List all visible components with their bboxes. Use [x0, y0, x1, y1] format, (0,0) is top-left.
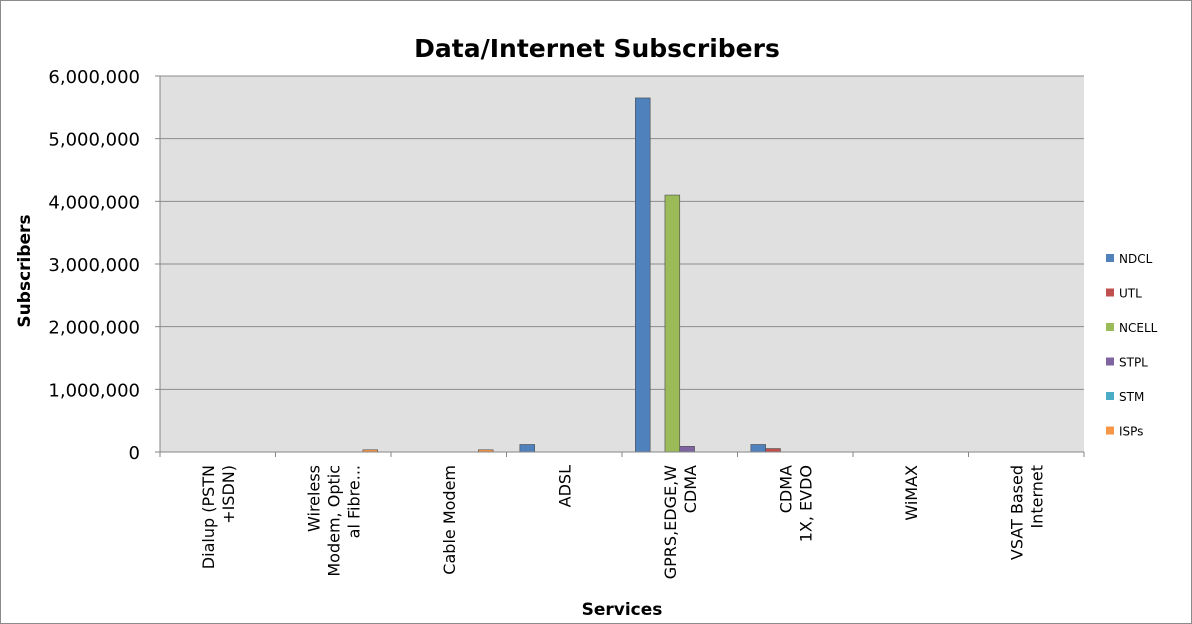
category-label-line: Modem, Optic [324, 465, 343, 577]
category-label-line: Cable Modem [440, 465, 459, 575]
category-label-line: Dialup (PSTN [199, 465, 218, 569]
bar-ndcl-5 [750, 444, 766, 453]
category-label-line: Wireless [304, 465, 323, 532]
bar-ndcl-3 [519, 444, 535, 453]
legend-label-ncell: NCELL [1119, 321, 1158, 335]
bar-stpl-4 [679, 446, 695, 453]
y-tick-label: 2,000,000 [48, 318, 140, 339]
legend-label-utl: UTL [1119, 287, 1142, 301]
x-axis-label: Services [582, 600, 663, 620]
category-label-line: Internet [1027, 465, 1046, 529]
y-axis-label: Subscribers [15, 214, 35, 327]
y-tick-label: 4,000,000 [48, 192, 140, 213]
category-label: WiMAX [902, 465, 921, 521]
legend-swatch-stm [1106, 392, 1114, 400]
y-tick-label: 5,000,000 [48, 130, 140, 151]
category-label: Dialup (PSTN+ISDN) [199, 465, 238, 569]
y-tick-label: 0 [129, 443, 140, 464]
category-label-line: CDMA [776, 465, 795, 513]
bar-utl-5 [765, 448, 781, 453]
y-tick-labels: 0 1,000,000 2,000,000 3,000,000 4,000,000 5,0… [48, 67, 140, 464]
grid-lines [155, 75, 1085, 457]
legend-swatch-ncell [1106, 323, 1114, 331]
x-tick-labels: Dialup (PSTN+ISDN) WirelessModem, Optical… [199, 465, 1047, 579]
legend-swatch-ndcl [1106, 254, 1114, 262]
category-label-line: CDMA [681, 465, 700, 513]
category-label-line: al Fibre... [344, 465, 363, 538]
category-label: ADSL [555, 465, 574, 507]
chart-title: Data/Internet Subscribers [414, 34, 780, 63]
category-label-line: WiMAX [902, 465, 921, 521]
legend: NDCL UTL NCELL STPL STM ISPs [1106, 252, 1158, 439]
legend-swatch-stpl [1106, 357, 1114, 366]
bar-ncell-4 [664, 194, 681, 453]
category-label-line: GPRS,EDGE,W [661, 465, 680, 579]
y-tick-label: 1,000,000 [48, 380, 140, 401]
category-label-line: +ISDN) [219, 465, 238, 524]
category-label: Cable Modem [440, 465, 459, 575]
category-label-line: 1X, EVDO [796, 465, 815, 542]
legend-label-isps: ISPs [1119, 425, 1143, 439]
category-label: GPRS,EDGE,WCDMA [661, 465, 700, 579]
y-tick-label: 3,000,000 [48, 255, 140, 276]
category-label: WirelessModem, Optical Fibre... [304, 465, 363, 577]
legend-label-stm: STM [1119, 390, 1144, 404]
legend-label-stpl: STPL [1119, 356, 1148, 370]
category-label-line: ADSL [555, 465, 574, 507]
category-label: CDMA1X, EVDO [776, 465, 815, 542]
category-label-line: VSAT Based [1007, 465, 1026, 560]
legend-swatch-isps [1106, 426, 1114, 435]
legend-swatch-utl [1106, 288, 1114, 297]
legend-label-ndcl: NDCL [1119, 252, 1153, 266]
y-tick-label: 6,000,000 [48, 67, 140, 88]
category-label: VSAT BasedInternet [1007, 465, 1046, 560]
bars [362, 97, 781, 453]
bar-ndcl-4 [635, 97, 651, 453]
